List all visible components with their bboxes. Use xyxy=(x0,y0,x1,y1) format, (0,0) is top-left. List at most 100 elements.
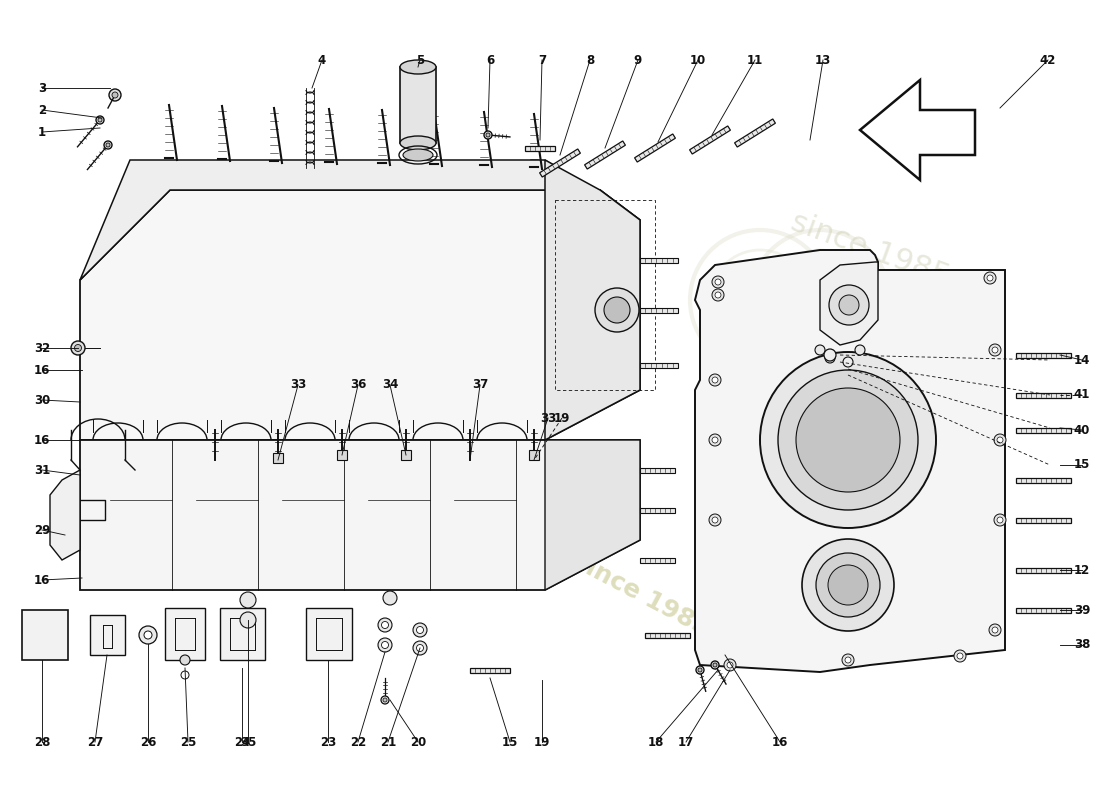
Text: 42: 42 xyxy=(1040,54,1056,66)
Text: 36: 36 xyxy=(350,378,366,391)
Polygon shape xyxy=(695,250,1005,672)
Text: 21: 21 xyxy=(379,735,396,749)
Polygon shape xyxy=(640,258,678,262)
Circle shape xyxy=(382,622,388,629)
Text: 16: 16 xyxy=(34,363,51,377)
Circle shape xyxy=(712,377,718,383)
Circle shape xyxy=(997,517,1003,523)
Text: 14: 14 xyxy=(1074,354,1090,366)
Circle shape xyxy=(383,591,397,605)
Circle shape xyxy=(595,288,639,332)
Circle shape xyxy=(710,374,720,386)
Text: 8: 8 xyxy=(586,54,594,66)
Polygon shape xyxy=(80,160,640,280)
Polygon shape xyxy=(306,608,352,660)
Polygon shape xyxy=(860,80,975,180)
Circle shape xyxy=(824,349,836,361)
Circle shape xyxy=(987,275,993,281)
Circle shape xyxy=(828,565,868,605)
Text: 22: 22 xyxy=(350,735,366,749)
Circle shape xyxy=(989,624,1001,636)
Circle shape xyxy=(75,345,81,351)
Text: 37: 37 xyxy=(472,378,488,391)
Text: since 1985: since 1985 xyxy=(786,208,954,292)
Circle shape xyxy=(712,276,724,288)
Circle shape xyxy=(72,341,85,355)
Circle shape xyxy=(139,626,157,644)
Text: 13: 13 xyxy=(815,54,832,66)
Text: 16: 16 xyxy=(34,574,51,586)
Circle shape xyxy=(713,663,717,667)
Text: 17: 17 xyxy=(678,735,694,749)
Circle shape xyxy=(712,437,718,443)
Circle shape xyxy=(104,141,112,149)
Text: 33: 33 xyxy=(290,378,306,391)
Text: 1: 1 xyxy=(37,126,46,138)
Circle shape xyxy=(984,272,996,284)
Circle shape xyxy=(994,514,1006,526)
Text: 9: 9 xyxy=(634,54,642,66)
Circle shape xyxy=(417,645,424,651)
Polygon shape xyxy=(1015,393,1070,398)
Text: 2: 2 xyxy=(37,103,46,117)
Circle shape xyxy=(383,698,387,702)
Circle shape xyxy=(96,116,104,124)
Circle shape xyxy=(855,345,865,355)
Text: 32: 32 xyxy=(34,342,51,354)
Polygon shape xyxy=(165,608,205,660)
Text: 40: 40 xyxy=(1074,423,1090,437)
Circle shape xyxy=(760,352,936,528)
Polygon shape xyxy=(50,470,80,560)
Text: 33: 33 xyxy=(540,411,557,425)
Circle shape xyxy=(180,655,190,665)
Polygon shape xyxy=(635,134,675,162)
Polygon shape xyxy=(525,146,556,150)
Ellipse shape xyxy=(403,149,433,161)
Text: 35: 35 xyxy=(240,735,256,749)
Circle shape xyxy=(992,627,998,633)
Polygon shape xyxy=(640,362,678,367)
Polygon shape xyxy=(1015,607,1070,613)
Circle shape xyxy=(715,279,720,285)
Text: 6: 6 xyxy=(486,54,494,66)
Text: 16: 16 xyxy=(772,735,789,749)
Circle shape xyxy=(842,654,854,666)
Text: 19: 19 xyxy=(553,411,570,425)
Polygon shape xyxy=(337,450,346,460)
Circle shape xyxy=(992,347,998,353)
Text: 25: 25 xyxy=(179,735,196,749)
Ellipse shape xyxy=(400,136,436,150)
Text: 4: 4 xyxy=(318,54,326,66)
Circle shape xyxy=(957,653,962,659)
Polygon shape xyxy=(273,453,283,463)
Circle shape xyxy=(112,92,118,98)
Polygon shape xyxy=(1015,518,1070,522)
Circle shape xyxy=(825,353,835,363)
Text: 16: 16 xyxy=(34,434,51,446)
Circle shape xyxy=(724,659,736,671)
Polygon shape xyxy=(80,440,640,590)
Circle shape xyxy=(109,89,121,101)
Ellipse shape xyxy=(400,60,436,74)
Text: 18: 18 xyxy=(648,735,664,749)
Polygon shape xyxy=(1015,353,1070,358)
Polygon shape xyxy=(402,450,411,460)
Text: 3: 3 xyxy=(37,82,46,94)
Text: 41: 41 xyxy=(1074,389,1090,402)
Polygon shape xyxy=(540,149,581,177)
Polygon shape xyxy=(645,633,690,638)
Text: 34: 34 xyxy=(382,378,398,391)
Polygon shape xyxy=(1015,427,1070,433)
Circle shape xyxy=(486,133,490,137)
Circle shape xyxy=(778,370,918,510)
Text: 5: 5 xyxy=(416,54,425,66)
Circle shape xyxy=(417,626,424,634)
Circle shape xyxy=(712,289,724,301)
Circle shape xyxy=(412,623,427,637)
Circle shape xyxy=(710,514,720,526)
Text: 11: 11 xyxy=(747,54,763,66)
Text: 15: 15 xyxy=(502,735,518,749)
Polygon shape xyxy=(90,615,125,655)
Text: 10: 10 xyxy=(690,54,706,66)
Circle shape xyxy=(710,434,720,446)
